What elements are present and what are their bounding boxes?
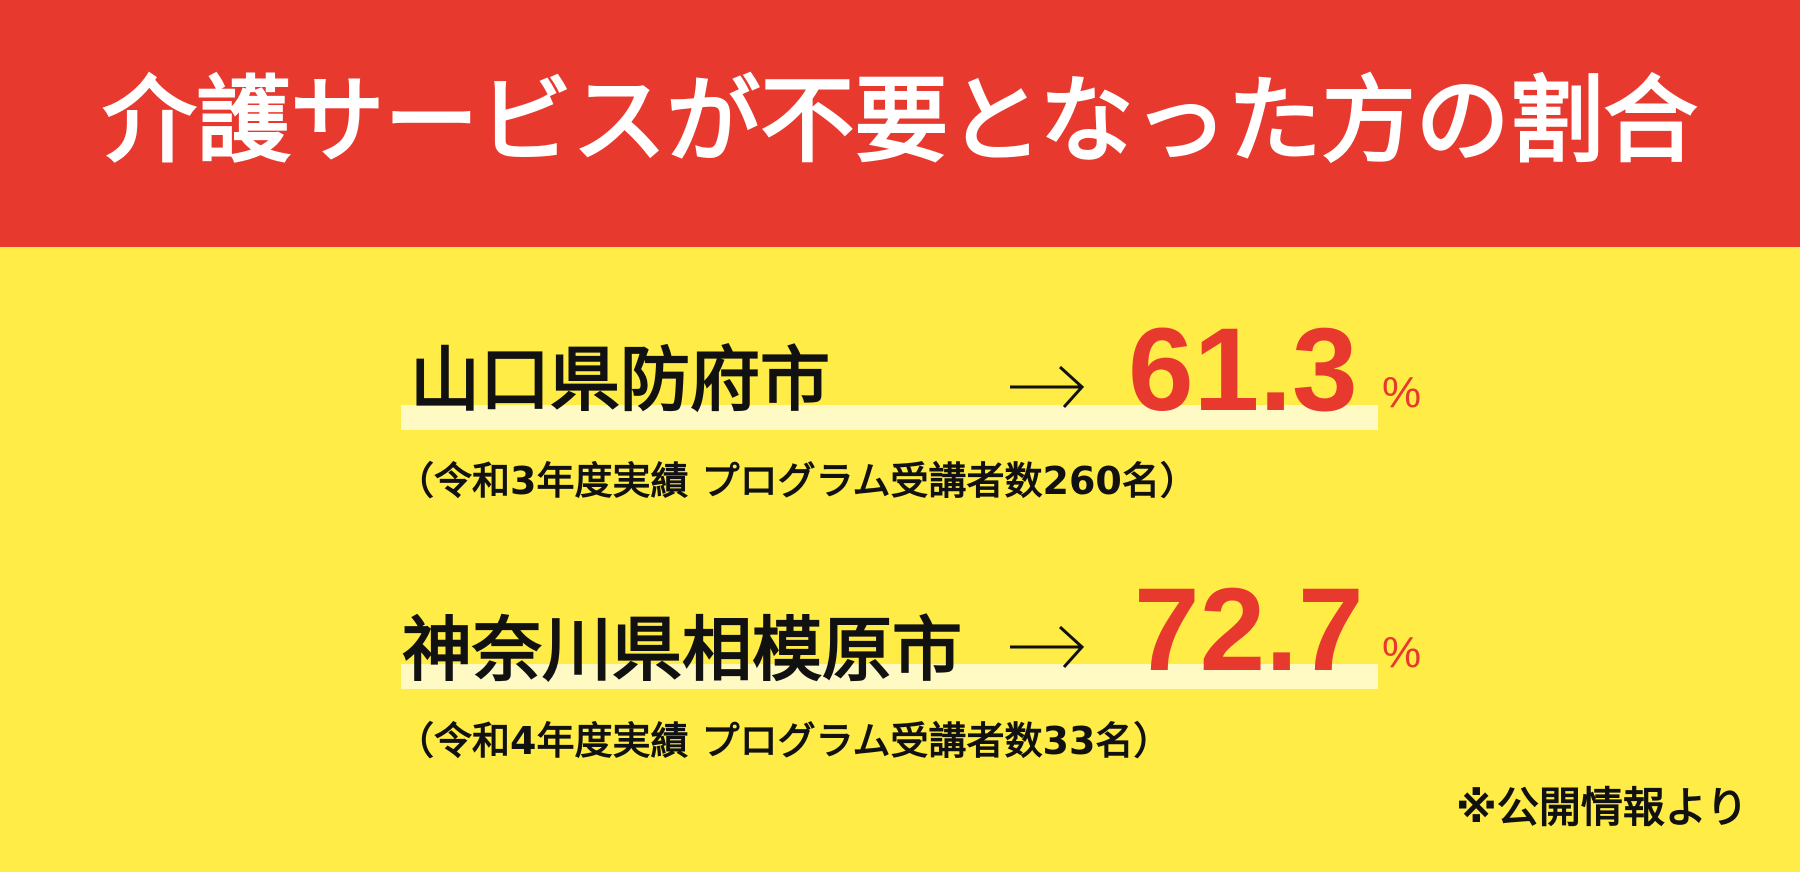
city-name: 神奈川県相模原市 — [402, 609, 962, 691]
data-note: （令和4年度実績 プログラム受講者数33名） — [396, 719, 1172, 763]
highlight-bar — [401, 405, 1378, 430]
page-title: 介護サービスが不要となった方の割合 — [102, 67, 1698, 176]
arrow-right-icon — [1010, 625, 1085, 669]
highlight-bar — [401, 664, 1378, 689]
percent-unit: % — [1382, 628, 1422, 677]
percentage-value: 72.7 — [1134, 564, 1364, 696]
data-note: （令和3年度実績 プログラム受講者数260名） — [396, 459, 1198, 503]
header-banner: 介護サービスが不要となった方の割合 — [0, 0, 1800, 247]
percentage-value: 61.3 — [1128, 304, 1358, 436]
source-note: ※公開情報より — [1456, 783, 1748, 832]
city-name: 山口県防府市 — [410, 339, 830, 421]
arrow-right-icon — [1010, 365, 1085, 409]
percent-unit: % — [1382, 368, 1422, 417]
